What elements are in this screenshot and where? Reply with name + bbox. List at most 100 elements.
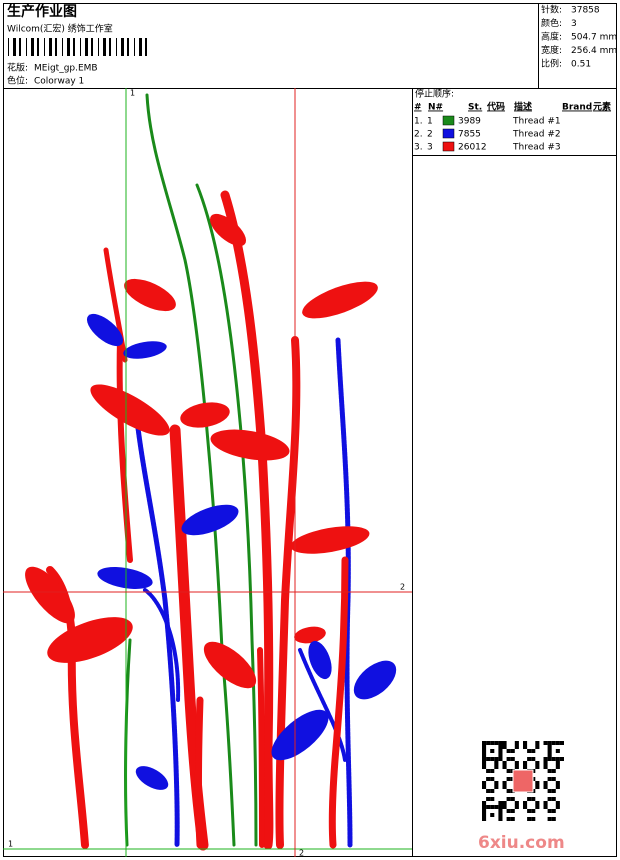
qr-cell bbox=[559, 741, 564, 745]
info-label: 比例: bbox=[541, 58, 562, 70]
leaf bbox=[271, 709, 329, 761]
qr-cell bbox=[551, 757, 556, 761]
stem bbox=[298, 648, 347, 762]
color-swatch bbox=[442, 128, 455, 139]
leaf bbox=[302, 281, 378, 319]
qr-cell bbox=[547, 797, 552, 801]
qr-cell bbox=[551, 777, 556, 781]
qr-cell bbox=[482, 741, 487, 745]
stem bbox=[116, 337, 133, 563]
qr-cell bbox=[555, 749, 560, 753]
qr-cell bbox=[486, 769, 491, 773]
qr-cell bbox=[555, 741, 560, 745]
qr-cell bbox=[494, 765, 499, 769]
info-value: 256.4 mm bbox=[571, 46, 617, 56]
qr-cell bbox=[527, 797, 532, 801]
stitches: 7855 bbox=[458, 130, 481, 140]
qr-cell bbox=[486, 789, 491, 793]
stem bbox=[143, 588, 181, 702]
qr-cell bbox=[547, 789, 552, 793]
qr-cell bbox=[490, 769, 495, 773]
qr-cell bbox=[482, 805, 487, 809]
qr-cell bbox=[482, 813, 487, 817]
qr-cell bbox=[506, 769, 511, 773]
qr-cell bbox=[506, 777, 511, 781]
qr-cell bbox=[543, 801, 548, 805]
bar-stripe bbox=[116, 38, 117, 56]
qr-cell bbox=[551, 741, 556, 745]
column-header: # bbox=[414, 103, 422, 113]
bar-stripe bbox=[13, 38, 16, 56]
qr-cell bbox=[510, 809, 515, 813]
bar-stripe bbox=[67, 38, 70, 56]
qr-cell bbox=[498, 813, 503, 817]
qr-cell bbox=[555, 765, 560, 769]
qr-cell bbox=[498, 741, 503, 745]
leaf bbox=[294, 626, 326, 644]
guide-label: 2 bbox=[400, 583, 405, 592]
qr-cell bbox=[543, 765, 548, 769]
bar-stripe bbox=[73, 38, 75, 56]
stem bbox=[132, 397, 180, 848]
qr-cell bbox=[523, 761, 528, 765]
embroidery-design bbox=[25, 93, 397, 851]
qr-cell bbox=[510, 757, 515, 761]
qr-cell bbox=[498, 805, 503, 809]
qr-cell bbox=[543, 785, 548, 789]
qr-cell bbox=[527, 809, 532, 813]
qr-cell bbox=[494, 757, 499, 761]
qr-cell bbox=[547, 817, 552, 821]
qr-cell bbox=[490, 749, 495, 753]
bar-stripe bbox=[19, 38, 21, 56]
qr-cell bbox=[535, 785, 540, 789]
qr-cell bbox=[506, 809, 511, 813]
bar-stripe bbox=[127, 38, 129, 56]
qr-cell bbox=[551, 809, 556, 813]
qr-cell bbox=[486, 777, 491, 781]
qr-cell bbox=[502, 801, 507, 805]
bar-stripe bbox=[55, 38, 57, 56]
bar-stripe bbox=[103, 38, 106, 56]
qr-cell bbox=[555, 785, 560, 789]
design-label: 花版: bbox=[7, 62, 28, 74]
info-value: 37858 bbox=[571, 6, 600, 16]
qr-cell bbox=[543, 741, 548, 745]
leaf bbox=[124, 278, 176, 312]
qr-cell bbox=[498, 753, 503, 757]
qr-cell bbox=[502, 805, 507, 809]
qr-cell bbox=[506, 817, 511, 821]
info-label: 高度: bbox=[541, 31, 562, 43]
info-value: 504.7 mm bbox=[571, 33, 617, 43]
stem bbox=[220, 190, 274, 850]
qr-cell bbox=[551, 769, 556, 773]
qr-cell bbox=[535, 761, 540, 765]
qr-cell bbox=[482, 809, 487, 813]
guide-label: 1 bbox=[8, 840, 13, 849]
qr-cell bbox=[506, 757, 511, 761]
description: Thread #3 bbox=[512, 143, 561, 153]
qr-cell bbox=[514, 745, 519, 749]
stitches: 26012 bbox=[458, 143, 487, 153]
qr-cell bbox=[547, 809, 552, 813]
qr-cell bbox=[502, 765, 507, 769]
column-header: 代码 bbox=[486, 101, 505, 113]
leaf bbox=[135, 766, 169, 790]
qr-cell bbox=[543, 757, 548, 761]
qr-cell bbox=[547, 741, 552, 745]
row-index: 2. bbox=[414, 130, 423, 140]
qr-cell bbox=[527, 817, 532, 821]
qr-cell bbox=[543, 781, 548, 785]
qr-cell bbox=[555, 761, 560, 765]
bar-stripe bbox=[80, 38, 81, 56]
bar-stripe bbox=[49, 38, 52, 56]
qr-cell bbox=[494, 785, 499, 789]
qr-cell bbox=[527, 749, 532, 753]
qr-cell bbox=[535, 745, 540, 749]
qr-cell bbox=[494, 805, 499, 809]
leaf bbox=[210, 429, 290, 461]
bar-stripe bbox=[31, 38, 34, 56]
qr-cell bbox=[482, 765, 487, 769]
qr-cell bbox=[486, 741, 491, 745]
qr-cell bbox=[531, 757, 536, 761]
qr-cell bbox=[555, 781, 560, 785]
